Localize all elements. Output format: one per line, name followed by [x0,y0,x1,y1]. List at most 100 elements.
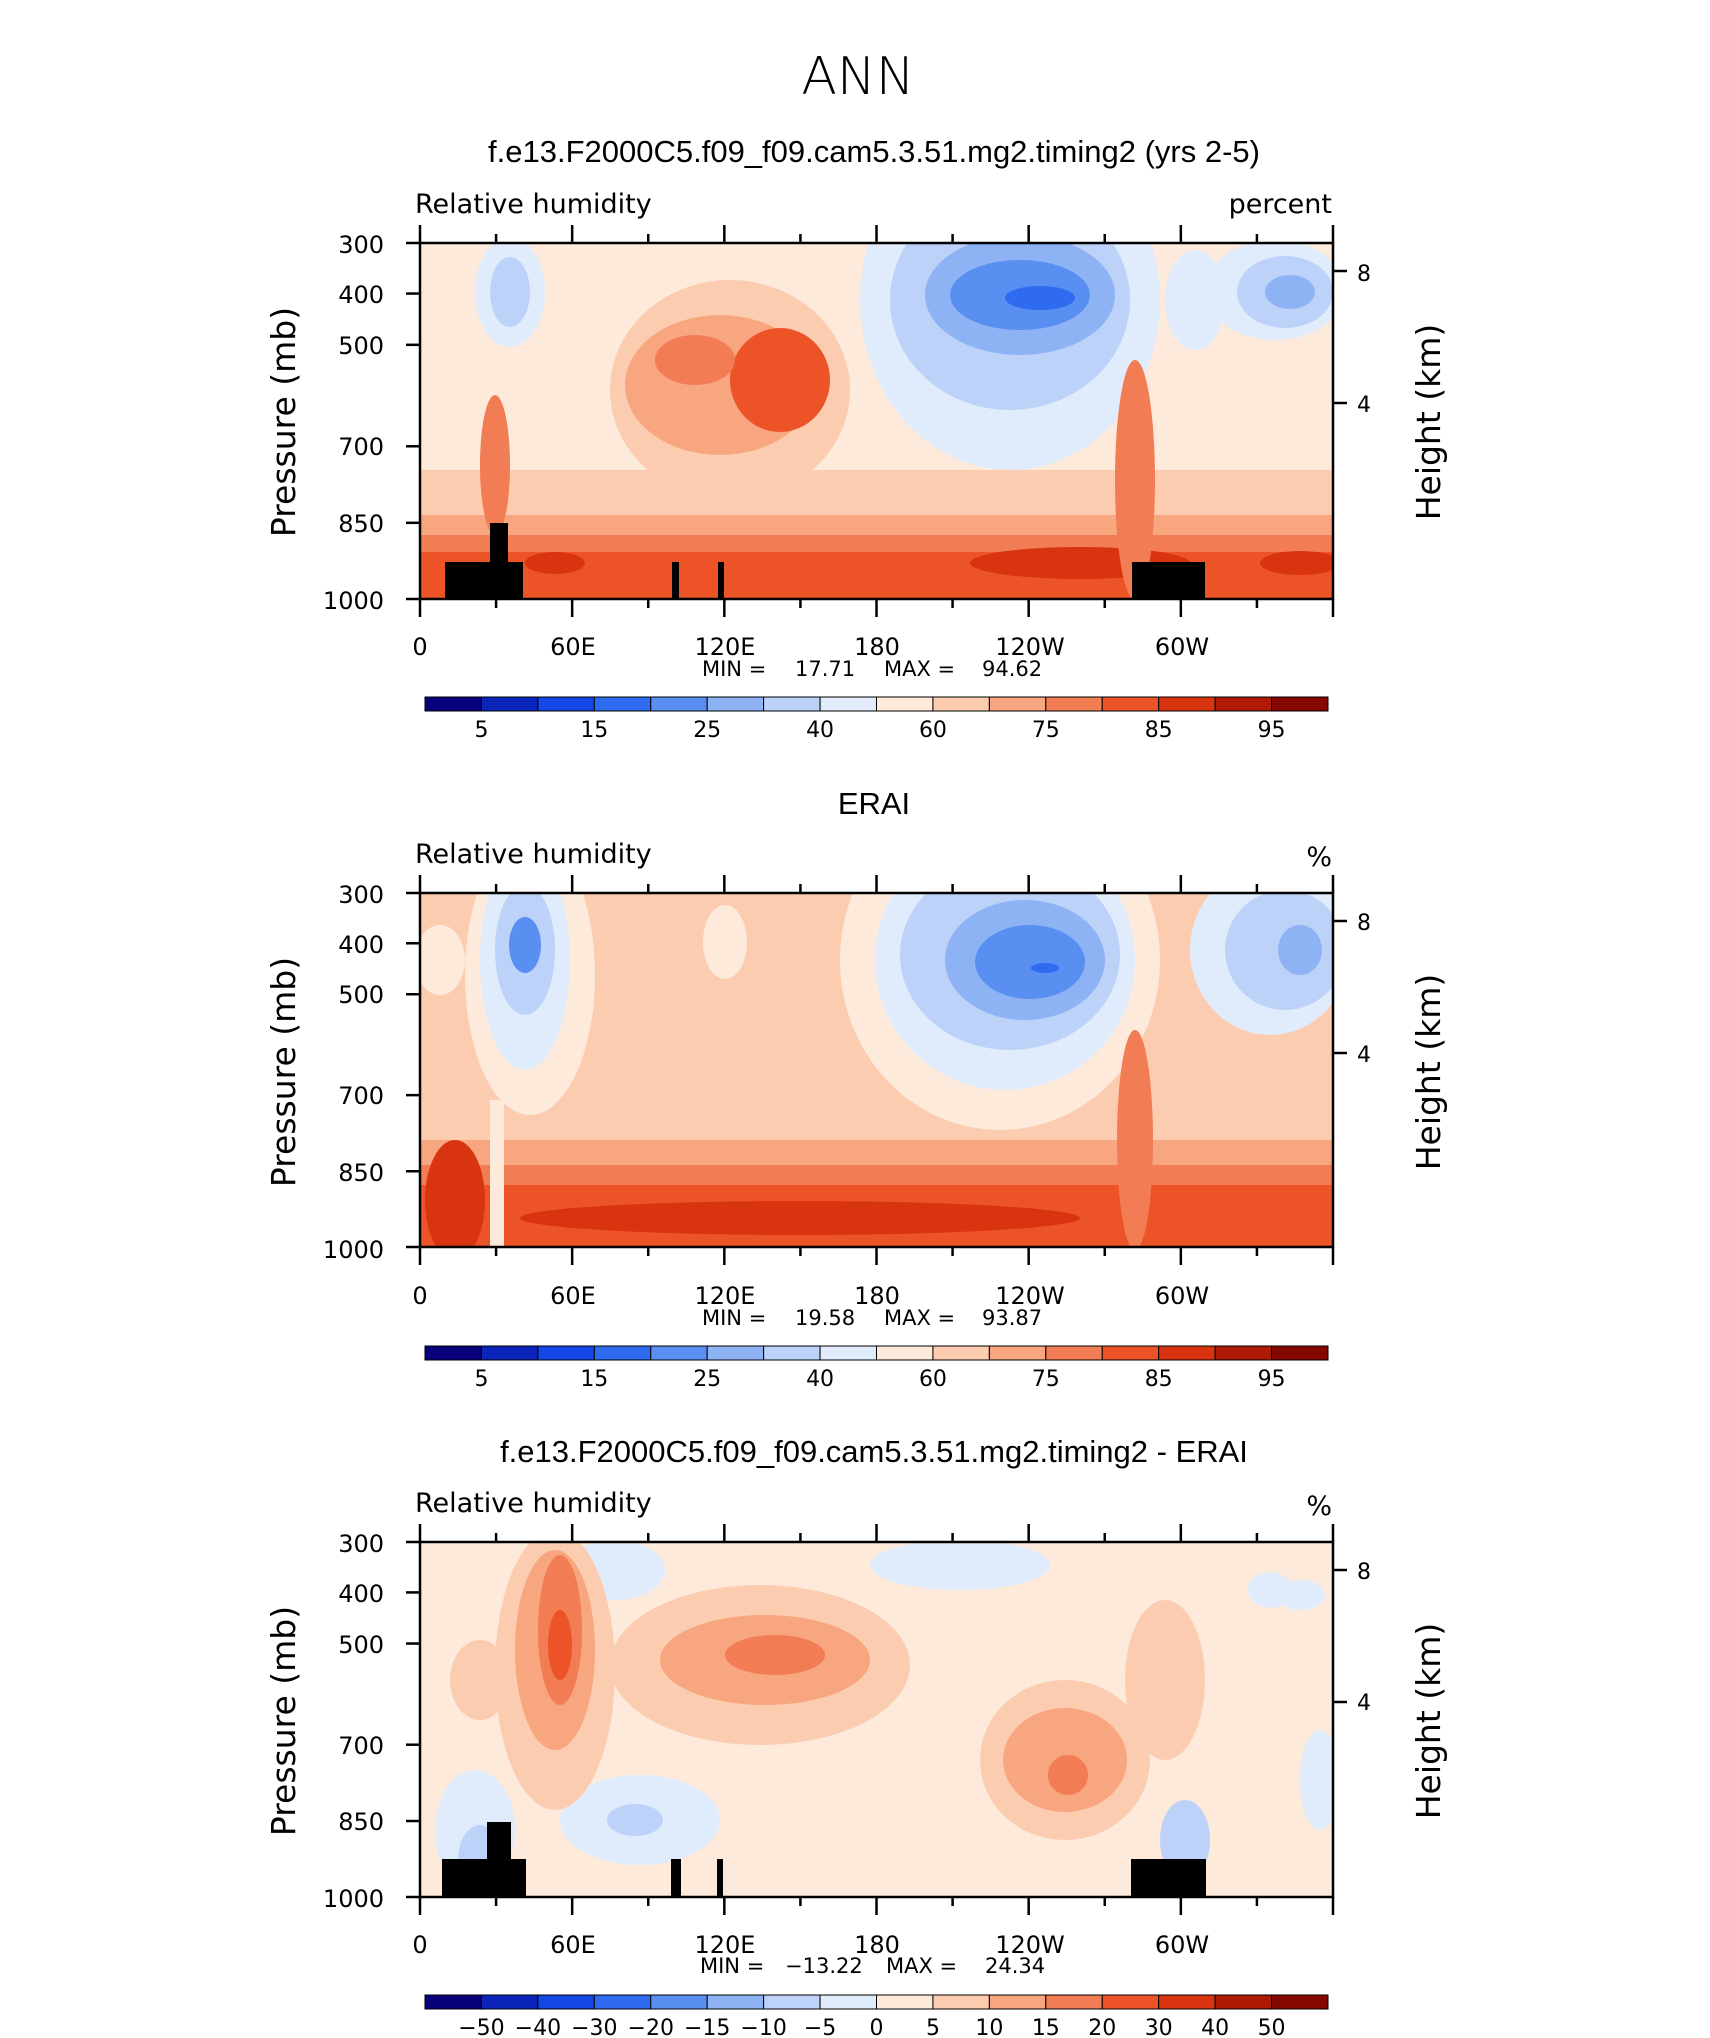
colorbar: 5 15 25 40 60 75 85 95 [424,1345,1329,1392]
colorbar-swatch [876,1345,934,1361]
colorbar-label: 15 [580,1367,608,1392]
max-value: 94.62 [982,657,1042,681]
max-value: 24.34 [985,1954,1045,1978]
x-tick-label: 60E [550,1931,596,1959]
colorbar-label: 10 [975,2016,1003,2038]
max-label: MAX = [884,1306,955,1330]
colorbar-swatch [819,696,877,712]
x-tick-label: 120E [695,633,756,661]
colorbar-swatch [1271,696,1329,712]
colorbar-swatch [1158,1994,1216,2010]
y-axis: 300 400 500 700 850 1000 [323,1530,384,1913]
min-label: MIN = [702,657,766,681]
colorbar-swatch [1045,1345,1103,1361]
y-axis-title: Pressure (mb) [264,957,303,1187]
colorbar-label: −40 [515,2016,561,2038]
panel-model: f.e13.F2000C5.f09_f09.cam5.3.51.mg2.timi… [264,134,1448,743]
x-tick-label: 0 [412,1282,427,1310]
y-tick-label: 500 [338,981,384,1009]
tick-marks [406,875,1347,1265]
contour-field [420,243,1333,599]
x-tick-label: 120W [995,1931,1065,1959]
y-tick-label: 300 [338,231,384,259]
x-tick-label: 60W [1155,633,1209,661]
x-tick-label: 180 [854,633,900,661]
x-tick-label: 60W [1155,1931,1209,1959]
min-max-readout: MIN = −13.22 MAX = 24.34 [700,1954,1045,1978]
x-tick-label: 120W [995,1282,1065,1310]
max-label: MAX = [884,657,955,681]
y-right-tick-label: 8 [1357,1560,1371,1585]
colorbar-swatch [988,1345,1047,1361]
min-label: MIN = [702,1306,766,1330]
y-tick-label: 400 [338,931,384,959]
colorbar-label: 60 [919,718,947,743]
colorbar-swatch [1214,696,1273,712]
colorbar-swatch [424,696,482,712]
right-axis: 8 4 [1357,1560,1371,1716]
colorbar-swatch [650,1345,708,1361]
colorbar-swatch [932,696,990,712]
y-tick-label: 1000 [323,587,384,615]
colorbar-label: 0 [870,2016,884,2038]
colorbar-label: 5 [474,1367,488,1392]
x-tick-label: 120W [995,633,1065,661]
left-label: Relative humidity [415,1488,652,1519]
y-right-axis-title: Height (km) [1409,1623,1448,1820]
right-label: % [1306,1491,1332,1522]
panel-title: f.e13.F2000C5.f09_f09.cam5.3.51.mg2.timi… [500,1434,1248,1469]
colorbar-swatch [650,696,708,712]
colorbar-label: 60 [919,1367,947,1392]
right-axis: 8 4 [1357,262,1371,418]
y-tick-label: 300 [338,881,384,909]
y-tick-label: 1000 [323,1236,384,1264]
tick-marks [406,225,1347,617]
y-tick-label: 850 [338,510,384,538]
y-tick-label: 400 [338,1580,384,1608]
colorbar-label: 50 [1258,2016,1286,2038]
colorbar-swatch [988,1994,1047,2010]
colorbar-swatch [763,696,821,712]
y-tick-label: 700 [338,1082,384,1110]
colorbar-swatch [1101,1345,1160,1361]
colorbar-swatch [706,1345,765,1361]
colorbar-label: 5 [474,718,488,743]
y-right-tick-label: 8 [1357,911,1371,936]
colorbar-swatch [537,1994,595,2010]
min-max-readout: MIN = 17.71 MAX = 94.62 [702,657,1042,681]
tick-marks [406,1524,1347,1915]
colorbar-label: 25 [693,718,721,743]
colorbar-label: 40 [1201,2016,1229,2038]
min-max-readout: MIN = 19.58 MAX = 93.87 [702,1306,1042,1330]
colorbar-swatch [480,1345,539,1361]
x-axis: 0 60E 120E 180 120W 60W [412,633,1209,661]
min-label: MIN = [700,1954,764,1978]
y-right-tick-label: 8 [1357,262,1371,287]
y-tick-label: 1000 [323,1885,384,1913]
contour-field [420,1542,1333,1897]
y-right-axis-title: Height (km) [1409,974,1448,1171]
colorbar-label: 75 [1032,718,1060,743]
colorbar-label: 85 [1145,718,1173,743]
colorbar-label: 5 [926,2016,940,2038]
panel-title: f.e13.F2000C5.f09_f09.cam5.3.51.mg2.timi… [488,134,1260,169]
colorbar-swatch [480,696,539,712]
colorbar-swatch [1214,1994,1273,2010]
colorbar-label: 95 [1258,1367,1286,1392]
colorbar-swatch [1271,1345,1329,1361]
colorbar-swatch [706,696,765,712]
colorbar-swatch [480,1994,539,2010]
y-right-axis-title: Height (km) [1409,324,1448,521]
y-tick-label: 850 [338,1159,384,1187]
y-tick-label: 500 [338,332,384,360]
min-value: −13.22 [785,1954,863,1978]
colorbar-swatch [1158,696,1216,712]
colorbar-swatch [1045,696,1103,712]
y-axis-title: Pressure (mb) [264,1606,303,1836]
colorbar-label: 95 [1258,718,1286,743]
colorbar-swatch [424,1994,482,2010]
colorbar-swatch [1158,1345,1216,1361]
y-right-tick-label: 4 [1357,1691,1371,1716]
colorbar-label: 85 [1145,1367,1173,1392]
x-tick-label: 60E [550,1282,596,1310]
